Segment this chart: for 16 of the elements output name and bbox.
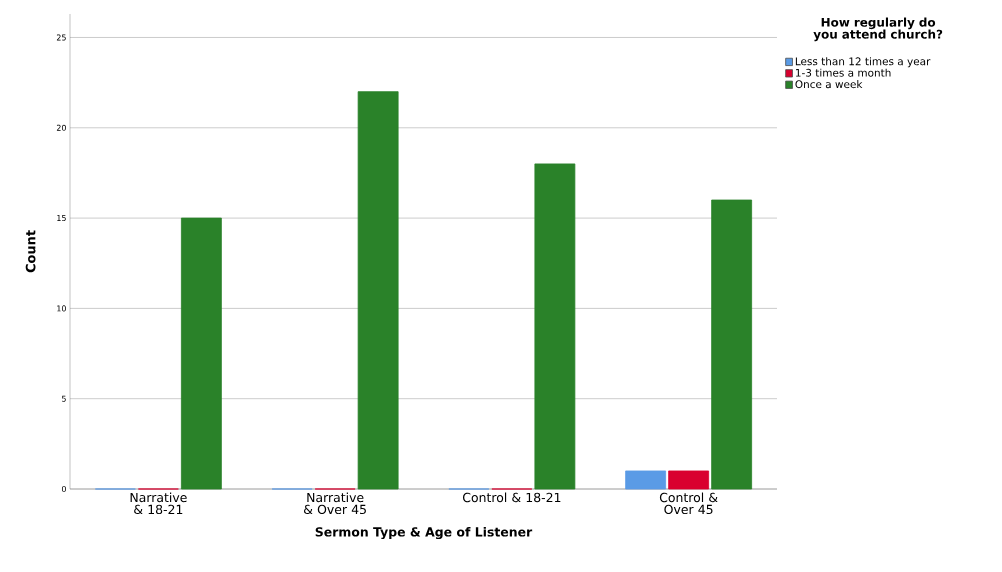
legend-title: How regularly do you attend church? (813, 17, 943, 42)
x-tick-label: Narrative & Over 45 (304, 492, 366, 515)
legend-label: Less than 12 times a year (795, 57, 931, 68)
x-tick-label: Control & 18-21 (462, 492, 561, 503)
legend-label: 1-3 times a month (796, 68, 891, 77)
bar (625, 470, 667, 490)
bar (534, 163, 576, 490)
bar (711, 199, 753, 490)
bar (180, 217, 222, 490)
x-tick-label: Narrative & 18-21 (130, 492, 187, 515)
x-tick-label: Control & Over 45 (659, 492, 718, 515)
bar (357, 91, 399, 490)
legend-label: Once a week (795, 80, 863, 89)
y-axis-title: Count (25, 230, 36, 273)
x-axis-title: Sermon Type & Age of Listener (315, 526, 533, 540)
bar (668, 470, 710, 490)
